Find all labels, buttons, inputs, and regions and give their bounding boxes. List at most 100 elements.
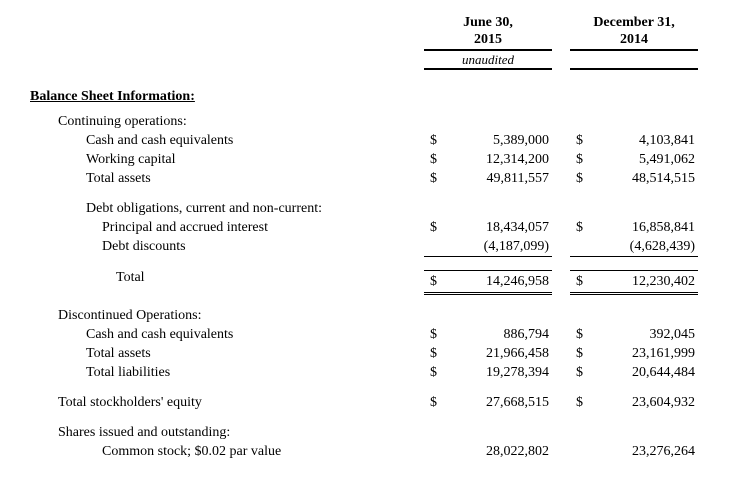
period-1-cell: $ 27,668,515 — [424, 393, 552, 412]
dollar-sign: $ — [576, 133, 583, 148]
table-row: Debt discounts (4,187,099) (4,628,439) — [0, 237, 751, 257]
row-label: Debt obligations, current and non-curren… — [86, 201, 322, 216]
period-2-month: December 31, — [593, 15, 675, 30]
period-1-cell — [424, 199, 552, 218]
column-gap — [552, 442, 570, 461]
table-row: Debt obligations, current and non-curren… — [0, 199, 751, 218]
column-gap — [552, 306, 570, 325]
dollar-sign: $ — [576, 327, 583, 342]
dollar-sign: $ — [430, 365, 437, 380]
dollar-sign: $ — [430, 346, 437, 361]
row-label: Common stock; $0.02 par value — [102, 444, 282, 459]
row-label: Discontinued Operations: — [58, 308, 202, 323]
table-row: Total liabilities $ 19,278,394 $ 20,644,… — [0, 363, 751, 382]
column-gap — [552, 325, 570, 344]
period-2-cell: (4,628,439) — [570, 237, 698, 257]
period-2-cell: 23,276,264 — [570, 442, 698, 461]
column-gap — [552, 423, 570, 442]
column-gap — [552, 150, 570, 169]
table-row: Total stockholders' equity $ 27,668,515 … — [0, 393, 751, 412]
period-2-cell: $ 20,644,484 — [570, 363, 698, 382]
period-2-value: 23,276,264 — [632, 444, 695, 459]
period-1-cell — [424, 112, 552, 131]
period-1-value: 12,314,200 — [486, 152, 549, 167]
period-2-value: 20,644,484 — [632, 365, 695, 380]
table-row: Shares issued and outstanding: — [0, 423, 751, 442]
period-2-value: 23,604,932 — [632, 395, 695, 410]
table-row: Cash and cash equivalents $ 886,794 $ 39… — [0, 325, 751, 344]
period-1-cell: (4,187,099) — [424, 237, 552, 257]
column-gap — [552, 344, 570, 363]
period-2-value: 392,045 — [649, 327, 696, 342]
table-row: Total assets $ 49,811,557 $ 48,514,515 — [0, 169, 751, 188]
period-2-cell: $ 392,045 — [570, 325, 698, 344]
period-2-value: 4,103,841 — [639, 133, 695, 148]
row-label: Total assets — [86, 346, 151, 361]
dollar-sign: $ — [430, 220, 437, 235]
period-2-cell — [570, 423, 698, 442]
period-1-cell: $ 21,966,458 — [424, 344, 552, 363]
period-1-value: 886,794 — [503, 327, 550, 342]
period-1-value: 14,246,958 — [486, 274, 549, 289]
row-label: Principal and accrued interest — [102, 220, 268, 235]
row-label: Total — [116, 270, 145, 285]
period-2-cell: $ 48,514,515 — [570, 169, 698, 188]
period-2-value: (4,628,439) — [629, 239, 695, 254]
row-label: Total liabilities — [86, 365, 171, 380]
dollar-sign: $ — [576, 365, 583, 380]
table-row: Continuing operations: — [0, 112, 751, 131]
period-1-cell: $ 49,811,557 — [424, 169, 552, 188]
period-1-cell: $ 19,278,394 — [424, 363, 552, 382]
row-label: Cash and cash equivalents — [86, 327, 234, 342]
column-headers: June 30, 2015 unaudited December 31, 201… — [0, 14, 751, 70]
period-2-note — [570, 51, 698, 70]
dollar-sign: $ — [576, 274, 583, 289]
period-1-cell: $ 14,246,958 — [424, 270, 552, 295]
row-label: Total stockholders' equity — [58, 395, 202, 410]
period-2-value: 16,858,841 — [632, 220, 695, 235]
period-2-value: 48,514,515 — [632, 171, 695, 186]
period-2-cell: $ 4,103,841 — [570, 131, 698, 150]
period-2-cell: $ 23,161,999 — [570, 344, 698, 363]
dollar-sign: $ — [576, 395, 583, 410]
period-1-cell: $ 886,794 — [424, 325, 552, 344]
dollar-sign: $ — [430, 327, 437, 342]
period-1-cell: 28,022,802 — [424, 442, 552, 461]
period-2-cell: $ 23,604,932 — [570, 393, 698, 412]
column-gap — [552, 393, 570, 412]
table-row: Working capital $ 12,314,200 $ 5,491,062 — [0, 150, 751, 169]
header-spacer — [0, 14, 424, 70]
page-title: Balance Sheet Information: — [30, 89, 195, 104]
period-1-cell — [424, 423, 552, 442]
table-row: Cash and cash equivalents $ 5,389,000 $ … — [0, 131, 751, 150]
table-row: Discontinued Operations: — [0, 306, 751, 325]
row-label: Cash and cash equivalents — [86, 133, 234, 148]
period-2-value: 23,161,999 — [632, 346, 695, 361]
column-gap — [552, 268, 570, 295]
column-gap — [552, 169, 570, 188]
table-body: Continuing operations: Cash and cash equ… — [0, 112, 751, 461]
column-gap — [552, 112, 570, 131]
period-2-value: 12,230,402 — [632, 274, 695, 289]
column-gap — [552, 199, 570, 218]
period-1-value: 19,278,394 — [486, 365, 549, 380]
dollar-sign: $ — [430, 171, 437, 186]
table-row: Total assets $ 21,966,458 $ 23,161,999 — [0, 344, 751, 363]
dollar-sign: $ — [430, 395, 437, 410]
period-1-cell: $ 5,389,000 — [424, 131, 552, 150]
table-row: Total $ 14,246,958 $ 12,230,402 — [0, 268, 751, 295]
column-gap — [552, 218, 570, 237]
period-2-cell: $ 16,858,841 — [570, 218, 698, 237]
period-2-cell: $ 5,491,062 — [570, 150, 698, 169]
period-2-cell: $ 12,230,402 — [570, 270, 698, 295]
column-gap — [552, 14, 570, 70]
period-2-year: 2014 — [570, 31, 698, 51]
period-2-cell — [570, 199, 698, 218]
period-2-cell — [570, 112, 698, 131]
column-header-period-2: December 31, 2014 — [570, 14, 698, 70]
column-gap — [552, 237, 570, 257]
table-row: Common stock; $0.02 par value 28,022,802… — [0, 442, 751, 461]
row-label: Shares issued and outstanding: — [58, 425, 231, 440]
dollar-sign: $ — [430, 152, 437, 167]
